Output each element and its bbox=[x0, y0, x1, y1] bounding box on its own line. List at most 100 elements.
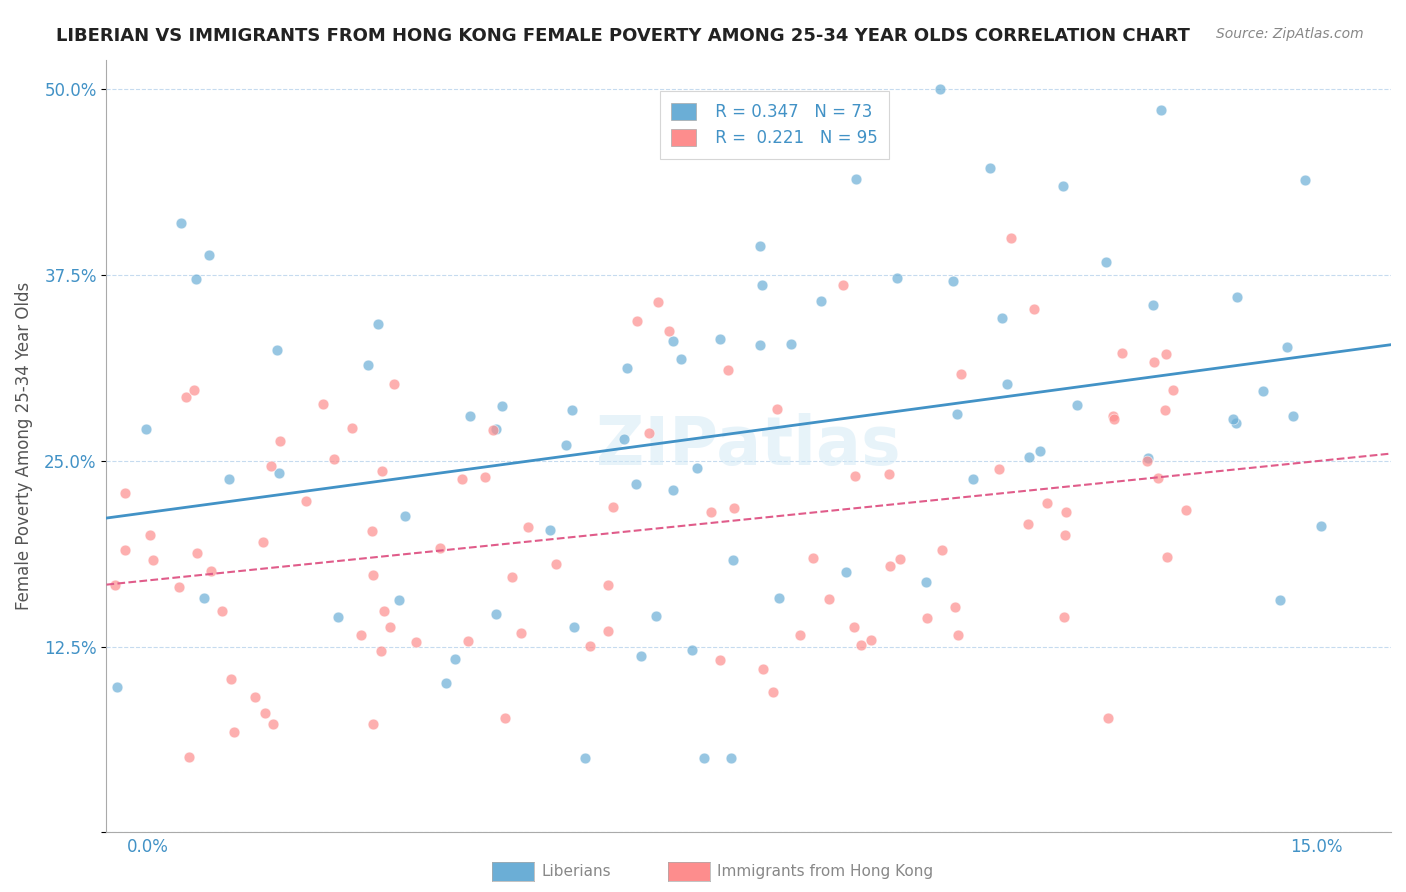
Point bbox=[647, 294, 669, 309]
Point bbox=[218, 472, 240, 486]
Point bbox=[1017, 517, 1039, 532]
Point bbox=[444, 652, 467, 666]
Point bbox=[1018, 450, 1040, 464]
Point bbox=[579, 639, 602, 653]
Point bbox=[405, 635, 427, 649]
Point bbox=[1052, 179, 1074, 194]
Point bbox=[361, 524, 384, 538]
Point bbox=[350, 628, 373, 642]
Text: ZIPatlas: ZIPatlas bbox=[596, 413, 901, 479]
Point bbox=[991, 311, 1014, 326]
Point bbox=[693, 751, 716, 765]
Point bbox=[658, 324, 681, 338]
Point bbox=[1111, 346, 1133, 360]
Point bbox=[845, 171, 868, 186]
Point bbox=[457, 634, 479, 648]
Point bbox=[879, 559, 901, 574]
Point bbox=[114, 486, 136, 500]
Point bbox=[768, 591, 790, 606]
Point bbox=[501, 570, 523, 584]
Point bbox=[630, 648, 652, 663]
Point bbox=[382, 376, 405, 391]
Point bbox=[914, 575, 936, 590]
Point bbox=[1095, 254, 1118, 268]
Point bbox=[482, 423, 505, 437]
Point bbox=[1054, 528, 1077, 542]
Point bbox=[373, 604, 395, 618]
Point bbox=[761, 684, 783, 698]
Point bbox=[1154, 347, 1177, 361]
Y-axis label: Female Poverty Among 25-34 Year Olds: Female Poverty Among 25-34 Year Olds bbox=[15, 282, 32, 610]
Point bbox=[723, 500, 745, 515]
Point bbox=[780, 336, 803, 351]
Point bbox=[367, 317, 389, 331]
Point bbox=[1275, 340, 1298, 354]
Text: 0.0%: 0.0% bbox=[127, 838, 169, 856]
Point bbox=[114, 542, 136, 557]
Point bbox=[686, 461, 709, 475]
Point bbox=[1282, 409, 1305, 423]
Point bbox=[1225, 416, 1247, 430]
Text: 15.0%: 15.0% bbox=[1291, 838, 1343, 856]
Point bbox=[751, 277, 773, 292]
Point bbox=[311, 397, 333, 411]
Point bbox=[720, 751, 742, 765]
Point bbox=[211, 604, 233, 618]
Point bbox=[186, 272, 208, 286]
Point bbox=[1270, 593, 1292, 607]
Point bbox=[700, 505, 723, 519]
Point bbox=[1054, 505, 1077, 519]
Point bbox=[269, 466, 291, 480]
Point bbox=[669, 351, 692, 366]
Legend:  R = 0.347   N = 73,  R =  0.221   N = 95: R = 0.347 N = 73, R = 0.221 N = 95 bbox=[659, 91, 889, 159]
Point bbox=[721, 553, 744, 567]
Point bbox=[1053, 610, 1076, 624]
Point bbox=[219, 672, 242, 686]
Point bbox=[562, 620, 585, 634]
Point bbox=[186, 546, 208, 560]
Point bbox=[174, 391, 197, 405]
Text: Immigrants from Hong Kong: Immigrants from Hong Kong bbox=[717, 864, 934, 879]
Point bbox=[326, 609, 349, 624]
Point bbox=[946, 407, 969, 421]
Point bbox=[252, 535, 274, 549]
Point bbox=[105, 680, 128, 694]
Point bbox=[995, 377, 1018, 392]
Point bbox=[193, 591, 215, 606]
Point bbox=[801, 551, 824, 566]
Point bbox=[340, 421, 363, 435]
Point bbox=[538, 523, 561, 537]
Point bbox=[709, 653, 731, 667]
Point bbox=[889, 552, 911, 566]
Point bbox=[879, 467, 901, 482]
Text: LIBERIAN VS IMMIGRANTS FROM HONG KONG FEMALE POVERTY AMONG 25-34 YEAR OLDS CORRE: LIBERIAN VS IMMIGRANTS FROM HONG KONG FE… bbox=[56, 27, 1189, 45]
Point bbox=[370, 644, 392, 658]
Point bbox=[681, 643, 703, 657]
Point bbox=[167, 581, 190, 595]
Point bbox=[135, 422, 157, 436]
Point bbox=[356, 358, 378, 372]
Point bbox=[269, 434, 291, 448]
Point bbox=[915, 610, 938, 624]
Point bbox=[485, 422, 508, 436]
Point bbox=[835, 566, 858, 580]
Point bbox=[380, 620, 402, 634]
Point bbox=[1161, 383, 1184, 397]
Point bbox=[844, 469, 866, 483]
Point bbox=[749, 239, 772, 253]
Point bbox=[748, 338, 770, 352]
Point bbox=[451, 473, 474, 487]
Point bbox=[429, 541, 451, 556]
Point bbox=[474, 470, 496, 484]
Point bbox=[616, 360, 638, 375]
Point bbox=[434, 676, 457, 690]
Point bbox=[574, 751, 596, 765]
Point bbox=[262, 716, 284, 731]
Point bbox=[371, 464, 394, 478]
Point bbox=[460, 409, 482, 423]
Point bbox=[810, 293, 832, 308]
Point bbox=[1029, 444, 1052, 458]
Point bbox=[363, 716, 385, 731]
Point bbox=[624, 476, 647, 491]
Point bbox=[1097, 711, 1119, 725]
